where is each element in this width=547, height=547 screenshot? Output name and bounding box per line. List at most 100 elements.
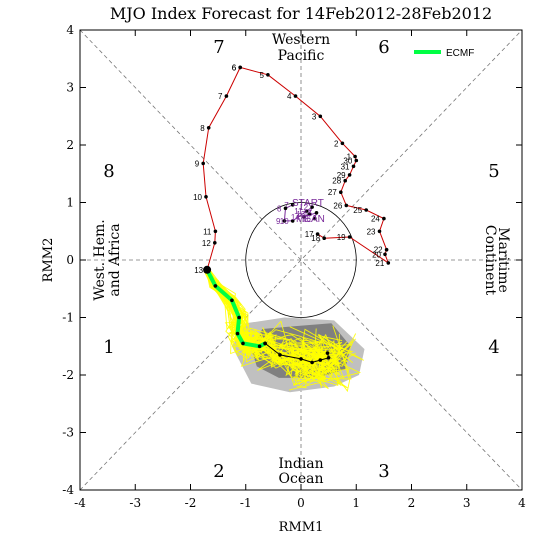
series-point-observed_dec_jan (318, 114, 323, 119)
region-maritime-line2: Continent (482, 225, 498, 296)
series-point-label: 13 (296, 210, 305, 219)
series-point-label: 15 (304, 209, 313, 218)
region-west-hem-line2: and Africa (107, 223, 123, 296)
phase-guides (79, 29, 523, 491)
series-point-label: 4 (287, 92, 292, 101)
series-point-label: 2 (334, 139, 339, 148)
legend-label-ecmf: ECMF (446, 48, 474, 59)
series-point-observed_dec_jan (322, 236, 327, 240)
plot-area: 6543213031292827262524232220211918176789… (62, 23, 526, 510)
data-series: 6543213031292827262524232220211918176789… (193, 63, 391, 365)
start-label: START (292, 198, 324, 209)
center-labels: START MEAN (292, 198, 325, 225)
series-point-observed_dec_jan (266, 73, 270, 77)
legend: ECMF (414, 48, 474, 59)
x-tick-label: 4 (518, 496, 526, 510)
series-point-label: 9 (276, 217, 281, 226)
series-point-observed_jan_feb (224, 94, 229, 98)
series-point-observed_jan_feb (213, 229, 218, 234)
series-point-mean_start_cluster (304, 209, 309, 213)
series-point-label: 27 (328, 188, 337, 197)
region-indian-ocean-line1: Indian (278, 456, 323, 472)
series-point-ensemble_mean (299, 357, 303, 361)
series-point-observed_dec_jan (315, 232, 320, 236)
series-point-mean_start_cluster (310, 205, 314, 209)
series-point-ECMF (213, 284, 218, 288)
series-point-observed_dec_jan (384, 247, 389, 252)
ensemble-member-line (206, 270, 353, 370)
y-tick-label: 4 (66, 23, 74, 37)
series-point-ECMF (237, 315, 241, 320)
x-tick-label: -2 (185, 496, 197, 510)
series-point-observed_dec_jan (344, 203, 349, 208)
region-labels: Western Pacific Indian Ocean West. Hem. … (92, 32, 511, 487)
series-point-observed_jan_feb (238, 65, 242, 70)
series-point-label: 8 (200, 124, 205, 133)
series-point-mean_start_cluster (314, 211, 319, 215)
series-point-observed_dec_jan (386, 261, 391, 265)
series-point-observed_dec_jan (383, 252, 387, 257)
series-point-mean_start_cluster (307, 212, 312, 216)
phase-2-label: 2 (213, 461, 224, 482)
series-point-observed_dec_jan (343, 178, 348, 183)
series-point-observed_dec_jan (293, 94, 298, 98)
phase-4-label: 4 (488, 337, 499, 358)
phase-3-label: 3 (378, 461, 389, 482)
series-point-label: 20 (372, 250, 381, 259)
series-point-mean_start_cluster (302, 215, 306, 219)
series-point-label: 13 (194, 266, 203, 275)
series-point-label: 30 (343, 157, 352, 166)
x-tick-label: 0 (297, 496, 305, 510)
series-point-ECMF (257, 344, 262, 349)
series-point-label: 31 (341, 162, 350, 171)
series-point-label: 12 (202, 239, 211, 248)
series-point-ensemble_mean (318, 358, 323, 362)
series-point-ECMF (235, 331, 240, 336)
phase-labels: 1 2 3 4 5 6 7 8 (103, 37, 499, 482)
x-tick-label: 3 (463, 496, 471, 510)
series-point-ensemble_mean (278, 353, 282, 357)
series-point-label: 29 (337, 171, 346, 180)
phase-7-label: 7 (213, 37, 224, 58)
mean-label: MEAN (296, 214, 325, 225)
series-line-ECMF (205, 268, 267, 349)
series-point-label: 28 (332, 177, 341, 186)
series-point-observed_dec_jan (382, 216, 386, 221)
region-western-pacific-line1: Western (272, 32, 330, 48)
series-point-mean_start_cluster (290, 203, 295, 207)
ensemble-member-line (203, 271, 338, 370)
series-point-label: 24 (371, 215, 380, 224)
ensemble-member-line (206, 270, 347, 388)
series-point-ECMF (241, 341, 245, 346)
series-point-label: 18 (311, 234, 320, 243)
series-point-observed_jan_feb (206, 126, 211, 130)
series-point-label: 10 (193, 193, 202, 202)
series-point-label: 8 (277, 204, 282, 213)
ensemble-member-line (209, 271, 333, 382)
series-point-ensemble_mean (325, 351, 330, 355)
x-tick-label: -3 (129, 496, 141, 510)
region-west-hem-line1: West. Hem. (92, 219, 108, 300)
series-point-observed_dec_jan (377, 229, 382, 234)
chart-title: MJO Index Forecast for 14Feb2012-28Feb20… (110, 4, 492, 23)
series-point-label: 7 (218, 92, 223, 101)
series-point-label: 23 (367, 227, 376, 236)
phase-6-label: 6 (378, 37, 389, 58)
series-point-label: 11 (294, 207, 303, 216)
series-point-label: 10 (280, 217, 289, 226)
y-tick-label: 2 (66, 138, 74, 152)
series-point-mean_start_cluster (282, 219, 287, 223)
series-point-label: 6 (232, 63, 237, 72)
x-tick-label: -1 (240, 496, 252, 510)
series-point-observed_dec_jan (347, 173, 352, 177)
phase-8-label: 8 (103, 161, 114, 182)
series-point-ensemble_mean (310, 360, 314, 365)
series-point-observed_dec_jan (351, 164, 356, 169)
series-point-label: 12 (299, 203, 308, 212)
series-point-label: 21 (375, 259, 384, 268)
series-point-label: 17 (305, 230, 314, 239)
series-point-label: 5 (259, 71, 264, 80)
region-indian-ocean-line2: Ocean (279, 471, 324, 487)
y-tick-label: -2 (62, 368, 74, 382)
